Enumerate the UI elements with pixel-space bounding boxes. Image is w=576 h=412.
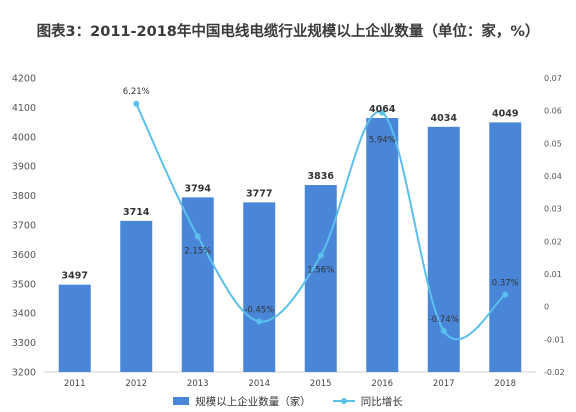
legend-entry-bars[interactable]: 规模以上企业数量（家） bbox=[173, 394, 311, 409]
bar-2013 bbox=[181, 197, 214, 372]
chart-legend: 规模以上企业数量（家） 同比增长 bbox=[0, 393, 576, 409]
growth-point-2012 bbox=[133, 100, 140, 107]
y-tick-label-0: 3200 bbox=[12, 368, 36, 379]
x-tick-label-2013: 2013 bbox=[187, 379, 209, 389]
y-tick-label-8: 4000 bbox=[12, 132, 36, 143]
bar-2015 bbox=[304, 185, 337, 372]
y2-tick-label-6: 0.04 bbox=[544, 172, 562, 181]
y-tick-label-4: 3600 bbox=[12, 250, 36, 261]
growth-point-2016 bbox=[379, 109, 386, 116]
y-tick-label-2: 3400 bbox=[12, 309, 36, 320]
bar-value-label-2017: 4034 bbox=[431, 113, 458, 124]
y2-tick-label-9: 0.07 bbox=[544, 74, 562, 83]
growth-point-2017 bbox=[440, 327, 447, 334]
y2-tick-label-2: 0 bbox=[544, 303, 549, 312]
legend-swatch-line bbox=[332, 396, 355, 406]
bar-2017 bbox=[427, 126, 460, 372]
growth-point-2018 bbox=[502, 291, 509, 298]
bar-value-label-2018: 4049 bbox=[492, 108, 518, 119]
y2-tick-label-1: -0.01 bbox=[544, 335, 565, 344]
x-tick-label-2011: 2011 bbox=[64, 379, 86, 389]
legend-swatch-bar bbox=[173, 397, 190, 405]
y2-tick-label-7: 0.05 bbox=[544, 139, 562, 148]
y-tick-label-5: 3700 bbox=[12, 221, 36, 232]
x-tick-label-2014: 2014 bbox=[248, 379, 270, 389]
x-tick-label-2012: 2012 bbox=[125, 379, 147, 389]
growth-value-label-2018: 0.37% bbox=[492, 279, 519, 289]
bar-2012 bbox=[120, 220, 153, 372]
growth-value-label-2013: 2.15% bbox=[184, 246, 211, 256]
chart-title: 图表3：2011-2018年中国电线电缆行业规模以上企业数量（单位：家，%） bbox=[36, 24, 540, 40]
growth-point-2015 bbox=[317, 252, 324, 259]
bar-2018 bbox=[489, 122, 522, 372]
y-tick-label-7: 3900 bbox=[12, 162, 36, 173]
bar-value-label-2012: 3714 bbox=[123, 207, 150, 218]
legend-entry-line[interactable]: 同比增长 bbox=[332, 394, 403, 409]
y2-tick-label-0: -0.02 bbox=[544, 368, 565, 377]
y-tick-label-3: 3500 bbox=[12, 279, 36, 290]
x-tick-label-2016: 2016 bbox=[371, 379, 393, 389]
x-tick-label-2017: 2017 bbox=[433, 379, 455, 389]
y-tick-label-1: 3300 bbox=[12, 338, 36, 349]
growth-point-2014 bbox=[256, 318, 263, 325]
growth-value-label-2016: 5.94% bbox=[369, 136, 396, 146]
x-tick-label-2015: 2015 bbox=[310, 379, 332, 389]
y2-tick-label-3: 0.01 bbox=[544, 270, 562, 279]
bar-2014 bbox=[243, 202, 276, 372]
growth-value-label-2015: 1.56% bbox=[307, 266, 334, 276]
y2-tick-label-5: 0.03 bbox=[544, 205, 562, 214]
bar-2016 bbox=[366, 117, 399, 372]
bar-value-label-2015: 3836 bbox=[308, 171, 335, 182]
bar-2011 bbox=[58, 284, 91, 372]
y-tick-label-10: 4200 bbox=[12, 74, 36, 85]
bar-value-label-2014: 3777 bbox=[246, 188, 272, 199]
growth-point-2013 bbox=[194, 233, 201, 240]
legend-label-bars: 规模以上企业数量（家） bbox=[195, 395, 311, 408]
growth-value-label-2017: -0.74% bbox=[429, 315, 459, 325]
growth-value-label-2012: 6.21% bbox=[123, 87, 150, 97]
y-tick-label-9: 4100 bbox=[12, 103, 36, 114]
bar-value-label-2011: 3497 bbox=[62, 271, 88, 282]
y2-tick-label-4: 0.02 bbox=[544, 237, 562, 246]
y-tick-label-6: 3800 bbox=[12, 191, 36, 202]
x-tick-label-2018: 2018 bbox=[494, 379, 516, 389]
bar-value-label-2013: 3794 bbox=[185, 183, 212, 194]
bar-value-label-2016: 4064 bbox=[369, 104, 396, 115]
y2-tick-label-8: 0.06 bbox=[544, 107, 562, 116]
growth-value-label-2014: -0.45% bbox=[244, 305, 274, 315]
legend-label-line: 同比增长 bbox=[360, 395, 403, 408]
